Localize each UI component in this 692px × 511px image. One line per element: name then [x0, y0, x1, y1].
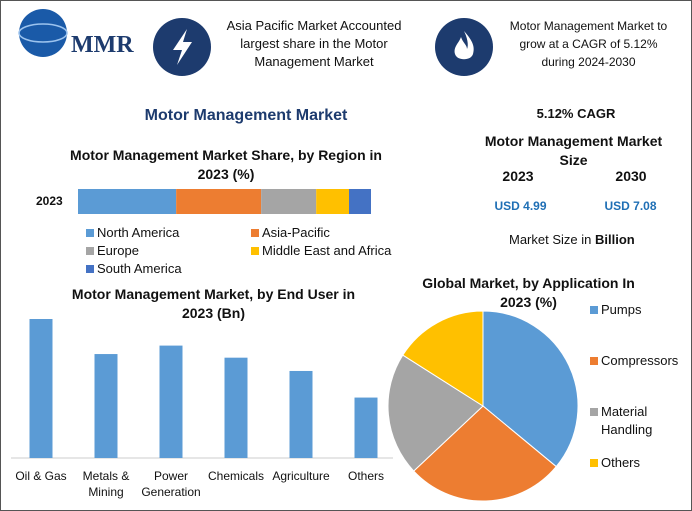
- legend-label: Asia-Pacific: [262, 225, 330, 240]
- info-text: Motor Management Market to grow at a CAG…: [509, 19, 668, 69]
- size-title: Motor Management Market Size: [484, 133, 663, 168]
- x-tick-label: Agriculture: [272, 469, 330, 483]
- y-tick-label: 2023: [36, 194, 63, 208]
- legend-swatch: [251, 229, 259, 237]
- legend-swatch: [86, 229, 94, 237]
- unit-note-text: Market Size in: [509, 232, 592, 247]
- pie-slice: [387, 354, 484, 472]
- bar-segment: [349, 189, 371, 214]
- legend-swatch: [590, 408, 598, 416]
- bar: [94, 354, 118, 458]
- unit: Billion: [595, 232, 635, 247]
- legend-label: Europe: [97, 243, 139, 258]
- logo-globe: [19, 9, 67, 57]
- legend-label: Others: [601, 455, 641, 470]
- cagr: 5.12% CAGR: [536, 106, 616, 121]
- legend-swatch: [251, 247, 259, 255]
- size-value: USD 4.99: [494, 199, 547, 213]
- chart-title: Motor Management Market Share, by Region…: [70, 147, 382, 182]
- bar: [354, 397, 378, 458]
- legend-label: Compressors: [601, 353, 679, 368]
- x-tick-label: Others: [347, 469, 384, 483]
- lightning-icon: [173, 29, 192, 65]
- bar-segment: [78, 189, 177, 214]
- pie-slice: [402, 310, 484, 407]
- legend-swatch: [590, 306, 598, 314]
- legend-label: South America: [97, 261, 182, 276]
- legend-swatch: [590, 459, 598, 467]
- main-title: Motor Management Market: [144, 107, 348, 124]
- bar: [29, 319, 53, 458]
- logo-text: MMR: [71, 32, 134, 58]
- legend-label: Material Handling: [601, 404, 653, 437]
- x-tick-label: Metals & Mining: [82, 469, 130, 499]
- bar-segment: [316, 189, 350, 214]
- bar-segment: [261, 189, 317, 214]
- bar: [159, 345, 183, 458]
- year: 2030: [615, 168, 647, 184]
- legend-swatch: [86, 265, 94, 273]
- legend-swatch: [590, 357, 598, 365]
- size-value: USD 7.08: [604, 199, 657, 213]
- x-tick-label: Power Generation: [141, 469, 201, 499]
- legend-label: North America: [97, 225, 180, 240]
- x-tick-label: Chemicals: [207, 469, 264, 483]
- legend-label: Middle East and Africa: [262, 243, 392, 258]
- chart-title: Motor Management Market, by End User in …: [71, 286, 356, 321]
- flame-icon: [454, 31, 474, 60]
- bar: [224, 357, 248, 458]
- legend-label: Pumps: [601, 302, 642, 317]
- logo-orbit: [18, 23, 68, 43]
- unit-note: Market Size in Billion: [509, 231, 635, 248]
- info-text: Asia Pacific Market Accounted largest sh…: [226, 18, 402, 69]
- legend-swatch: [86, 247, 94, 255]
- bar-segment: [176, 189, 262, 214]
- x-tick-label: Oil & Gas: [15, 469, 67, 483]
- year: 2023: [502, 168, 534, 184]
- bar: [289, 370, 313, 458]
- pie-slice: [413, 405, 557, 502]
- pie-slice: [482, 310, 579, 468]
- chart-title: Global Market, by Application In 2023 (%…: [422, 275, 635, 310]
